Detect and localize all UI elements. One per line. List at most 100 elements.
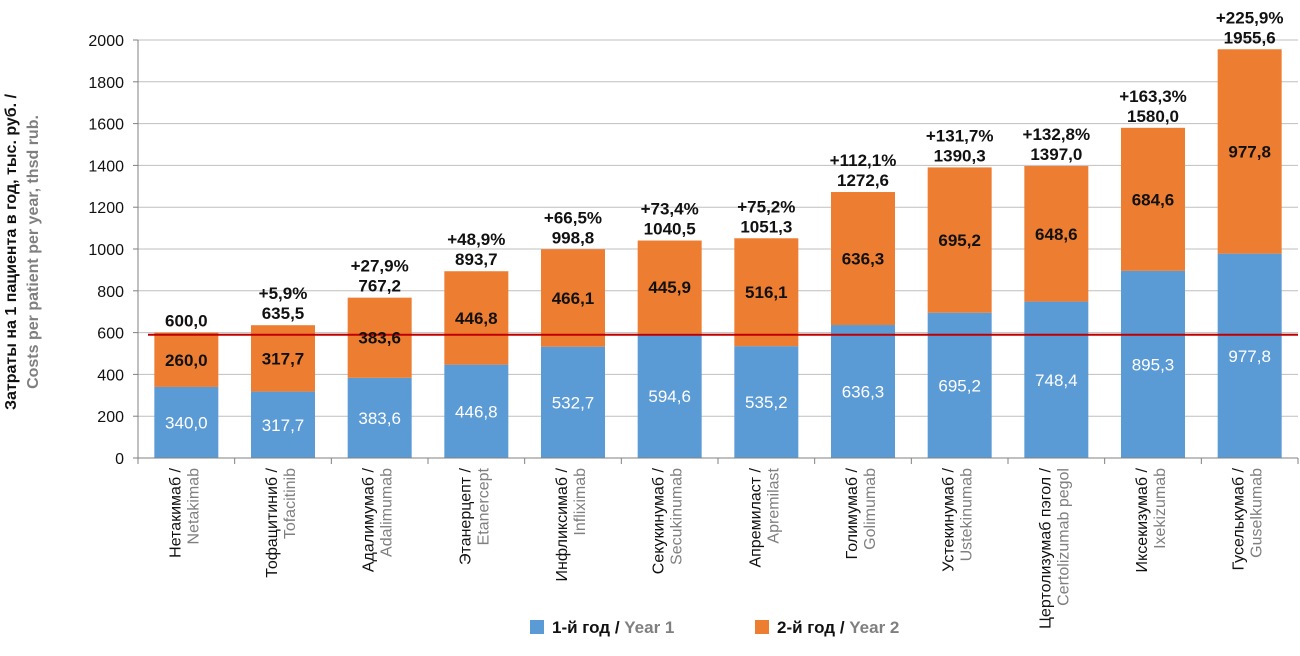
total-label: 767,2: [358, 277, 401, 296]
legend-item-year1-label-en: Year 1: [624, 618, 674, 637]
percent-change-label: +132,8%: [1023, 125, 1091, 144]
bar-year1: [1121, 270, 1185, 458]
category-label-ru: Секукинумаб /: [651, 467, 668, 574]
total-label: 1397,0: [1030, 145, 1082, 164]
y-tick-label: 800: [97, 284, 124, 301]
total-label: 998,8: [552, 228, 595, 247]
bar-year2: [251, 325, 315, 392]
data-label-year1: 895,3: [1132, 355, 1175, 374]
category-label-ru: Этанерцепт /: [457, 467, 474, 565]
y-tick-label: 200: [97, 409, 124, 426]
category-label-en: Etanercept: [475, 467, 492, 545]
y-axis-title-en: Costs per patient per year, thsd rub.: [25, 115, 42, 389]
bar-year2: [154, 332, 219, 387]
data-label-year2: 317,7: [262, 349, 305, 368]
y-tick-label: 1400: [88, 158, 124, 175]
legend-item-year2-swatch: [755, 620, 769, 634]
y-tick-label: 1600: [88, 117, 124, 134]
bar-year1: [347, 377, 412, 458]
data-label-year1: 695,2: [938, 376, 981, 395]
bar-year2: [637, 240, 702, 334]
category-label-en: Tofacitinib: [282, 468, 299, 539]
data-label-year2: 648,6: [1035, 225, 1078, 244]
y-tick-label: 400: [97, 367, 124, 384]
category-label-ru: Нетакимаб /: [167, 467, 184, 557]
bars: [154, 49, 1282, 458]
percent-change-label: +73,4%: [641, 200, 699, 219]
data-label-year1: 977,8: [1228, 347, 1271, 366]
total-label: 1955,6: [1224, 28, 1276, 47]
data-label-year1: 594,6: [648, 387, 691, 406]
bar-year2: [541, 249, 605, 347]
bar-year1: [637, 333, 702, 458]
y-tick-label: 1200: [88, 200, 124, 217]
bar-year2: [734, 238, 799, 347]
bar-year1: [831, 325, 895, 458]
bar-year1: [154, 386, 219, 458]
category-label-en: Golimumab: [862, 468, 879, 550]
legend-item-year1-label-ru: 1-й год: [552, 618, 610, 637]
total-label: 1390,3: [934, 146, 986, 165]
bar-year1: [734, 346, 799, 458]
total-label: 600,0: [165, 312, 208, 331]
category-label-ru: Адалимумаб /: [361, 467, 378, 572]
data-label-year2: 466,1: [552, 289, 595, 308]
category-label-en: Ixekizumab: [1152, 468, 1169, 549]
bar-year1: [1024, 301, 1089, 458]
data-label-year2: 383,6: [358, 329, 401, 348]
legend-item-year1-separator: /: [610, 618, 624, 637]
category-label-en: Ustekinumab: [959, 468, 976, 561]
bar-year2: [927, 167, 992, 313]
total-label: 1040,5: [644, 220, 696, 239]
category-label-ru: Устекинумаб /: [941, 467, 958, 571]
data-label-year1: 748,4: [1035, 371, 1078, 390]
bar-year2: [1121, 127, 1185, 271]
y-tick-label: 2000: [88, 33, 124, 50]
bar-year1: [927, 312, 992, 458]
bar-year2: [831, 192, 895, 326]
data-label-year2: 636,3: [842, 250, 885, 269]
y-axis-ticks: 0 200 400 600 800 1000 1200 1400 1600 1800 2000: [88, 33, 138, 468]
category-label-en: Apremilast: [765, 467, 782, 543]
bar-year1: [1217, 253, 1282, 458]
data-label-year2: 977,8: [1228, 142, 1271, 161]
category-label-en: Netakimab: [185, 468, 202, 545]
legend-item-year1-label: 1-й год / Year 1: [552, 618, 674, 637]
bar-year2: [444, 271, 509, 365]
y-axis-title-ru: Затраты на 1 пациента в год, тыс. руб. /: [3, 93, 20, 410]
total-label: 1580,0: [1127, 107, 1179, 126]
category-label-ru: Гуселькумаб /: [1231, 467, 1248, 570]
data-label-year2: 445,9: [648, 278, 691, 297]
data-label-year1: 535,2: [745, 393, 788, 412]
legend-item-year2-label-ru: 2-й год: [777, 618, 835, 637]
percent-change-label: +112,1%: [830, 151, 897, 170]
data-label-year2: 695,2: [938, 231, 981, 250]
bar-year1: [444, 364, 509, 458]
percent-change-label: +5,9%: [259, 284, 308, 303]
y-tick-label: 1800: [88, 75, 124, 92]
category-label-en: Infliximab: [572, 468, 589, 536]
category-label-ru: Инфликсимаб /: [554, 467, 571, 581]
category-label-ru: Цертолизумаб пэгол /: [1037, 467, 1054, 628]
category-label-en: Secukinumab: [669, 468, 686, 565]
data-label-year1: 636,3: [842, 383, 885, 402]
bar-year1: [541, 346, 605, 458]
data-label-year1: 532,7: [552, 393, 595, 412]
data-label-year2: 260,0: [165, 351, 208, 370]
category-label-en: Certolizumab pegol: [1055, 468, 1072, 606]
legend-item-year1-swatch: [530, 620, 544, 634]
percent-change-label: +48,9%: [447, 230, 505, 249]
category-label-ru: Иксекизумаб /: [1134, 467, 1151, 572]
percent-change-label: +66,5%: [544, 208, 602, 227]
y-tick-label: 0: [115, 451, 124, 468]
y-axis-title: Затраты на 1 пациента в год, тыс. руб. /…: [3, 93, 42, 410]
data-label-year1: 446,8: [455, 402, 498, 421]
percent-change-label: +163,3%: [1119, 87, 1187, 106]
percent-change-label: +75,2%: [737, 197, 795, 216]
total-label: 1272,6: [837, 171, 889, 190]
data-label-year2: 446,8: [455, 309, 498, 328]
gridlines: [138, 39, 1298, 459]
bar-year2: [1217, 49, 1282, 254]
bar-year1: [251, 391, 315, 458]
